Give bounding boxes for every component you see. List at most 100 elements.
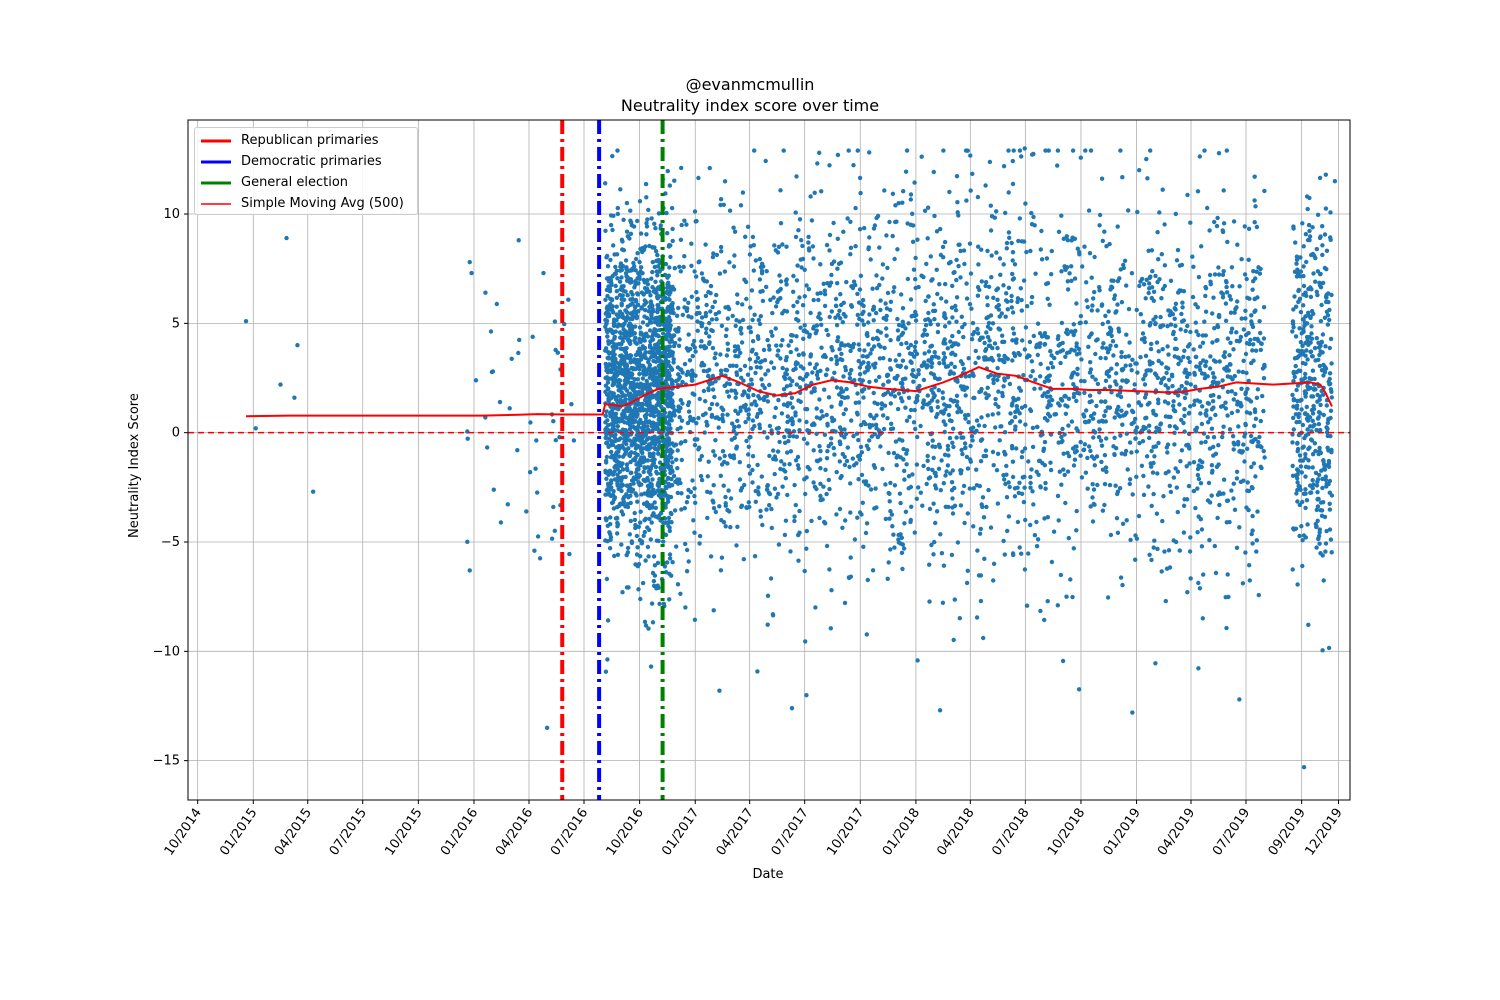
scatter-point bbox=[1166, 469, 1171, 474]
scatter-point bbox=[642, 314, 647, 319]
scatter-point bbox=[763, 372, 768, 377]
scatter-point bbox=[735, 300, 740, 306]
scatter-point bbox=[1233, 391, 1238, 397]
scatter-point bbox=[908, 192, 914, 197]
scatter-point bbox=[1083, 320, 1089, 325]
scatter-point bbox=[653, 249, 659, 254]
scatter-point bbox=[727, 453, 733, 458]
scatter-point bbox=[653, 464, 659, 470]
scatter-point bbox=[1291, 397, 1297, 402]
scatter-point bbox=[928, 405, 934, 411]
scatter-point bbox=[668, 243, 673, 248]
scatter-point bbox=[1243, 316, 1248, 321]
scatter-point bbox=[984, 315, 989, 321]
scatter-point bbox=[993, 396, 998, 402]
scatter-point bbox=[1015, 519, 1021, 525]
scatter-point bbox=[1186, 444, 1192, 449]
scatter-point bbox=[1258, 330, 1263, 336]
scatter-point bbox=[1002, 477, 1007, 482]
scatter-point bbox=[1252, 423, 1257, 429]
scatter-point bbox=[692, 209, 698, 214]
scatter-point bbox=[1016, 238, 1021, 244]
scatter-point bbox=[850, 456, 855, 461]
scatter-point bbox=[750, 418, 756, 423]
scatter-point bbox=[674, 457, 679, 462]
scatter-point bbox=[1097, 427, 1102, 432]
scatter-point bbox=[551, 504, 556, 510]
scatter-point bbox=[862, 225, 867, 231]
scatter-point bbox=[912, 180, 917, 185]
scatter-point bbox=[819, 345, 824, 350]
scatter-point bbox=[656, 417, 662, 422]
scatter-point bbox=[1180, 300, 1185, 305]
scatter-point bbox=[645, 544, 651, 550]
scatter-point bbox=[738, 488, 744, 493]
scatter-point bbox=[1099, 399, 1104, 404]
scatter-point bbox=[873, 486, 878, 491]
scatter-point bbox=[1179, 311, 1184, 317]
scatter-point bbox=[1142, 373, 1148, 378]
scatter-point bbox=[635, 302, 641, 308]
scatter-point bbox=[1298, 309, 1304, 315]
scatter-point bbox=[1154, 372, 1159, 378]
scatter-point bbox=[1034, 544, 1040, 549]
scatter-point bbox=[699, 477, 705, 483]
scatter-point bbox=[684, 547, 690, 553]
scatter-point bbox=[1149, 448, 1154, 454]
scatter-point bbox=[1133, 557, 1138, 562]
scatter-point bbox=[1055, 350, 1060, 355]
scatter-point bbox=[1246, 488, 1252, 494]
scatter-point bbox=[1177, 387, 1182, 392]
scatter-point bbox=[735, 292, 740, 297]
scatter-point bbox=[1034, 469, 1039, 474]
scatter-point bbox=[651, 554, 657, 559]
scatter-point bbox=[738, 203, 744, 208]
scatter-point bbox=[703, 310, 709, 316]
scatter-point bbox=[733, 353, 738, 359]
scatter-point bbox=[815, 376, 821, 381]
scatter-point bbox=[1229, 410, 1235, 416]
scatter-point bbox=[728, 525, 733, 530]
scatter-point bbox=[643, 558, 648, 563]
scatter-point bbox=[1227, 353, 1232, 358]
scatter-point bbox=[827, 567, 832, 572]
scatter-point bbox=[858, 444, 864, 450]
scatter-point bbox=[967, 241, 973, 246]
scatter-point bbox=[603, 492, 608, 497]
scatter-point bbox=[1062, 472, 1067, 478]
scatter-point bbox=[1183, 328, 1188, 334]
scatter-point bbox=[867, 235, 872, 240]
scatter-point bbox=[1007, 235, 1012, 240]
scatter-point bbox=[825, 449, 830, 454]
scatter-point bbox=[1243, 308, 1248, 313]
scatter-point bbox=[1240, 581, 1246, 586]
scatter-point bbox=[783, 358, 789, 363]
scatter-point bbox=[1133, 436, 1138, 441]
scatter-point bbox=[899, 341, 904, 347]
scatter-point bbox=[796, 318, 801, 323]
scatter-point bbox=[1128, 363, 1133, 368]
scatter-point bbox=[661, 539, 666, 544]
scatter-point bbox=[826, 332, 831, 338]
scatter-point bbox=[689, 378, 695, 383]
scatter-point bbox=[647, 516, 652, 522]
scatter-point bbox=[750, 339, 756, 344]
scatter-point bbox=[1059, 482, 1064, 487]
scatter-point bbox=[647, 375, 653, 380]
scatter-point bbox=[1017, 385, 1022, 391]
scatter-point bbox=[867, 438, 872, 443]
scatter-point bbox=[1002, 552, 1007, 557]
scatter-point bbox=[711, 506, 717, 511]
scatter-point bbox=[746, 387, 752, 393]
scatter-point bbox=[827, 314, 832, 320]
scatter-point bbox=[1195, 189, 1201, 194]
scatter-point bbox=[739, 340, 745, 345]
scatter-point bbox=[1110, 339, 1116, 344]
scatter-point bbox=[1075, 366, 1080, 371]
scatter-point bbox=[1242, 224, 1248, 229]
scatter-point bbox=[688, 489, 694, 495]
scatter-point bbox=[686, 559, 691, 564]
scatter-point bbox=[790, 405, 795, 410]
scatter-point bbox=[991, 377, 996, 382]
scatter-point bbox=[819, 322, 824, 327]
